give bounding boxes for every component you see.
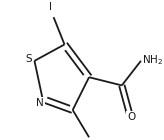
- Text: O: O: [127, 112, 135, 122]
- Text: S: S: [26, 54, 32, 65]
- Text: N: N: [36, 98, 44, 108]
- Text: NH$_2$: NH$_2$: [142, 53, 163, 67]
- Text: I: I: [49, 2, 52, 12]
